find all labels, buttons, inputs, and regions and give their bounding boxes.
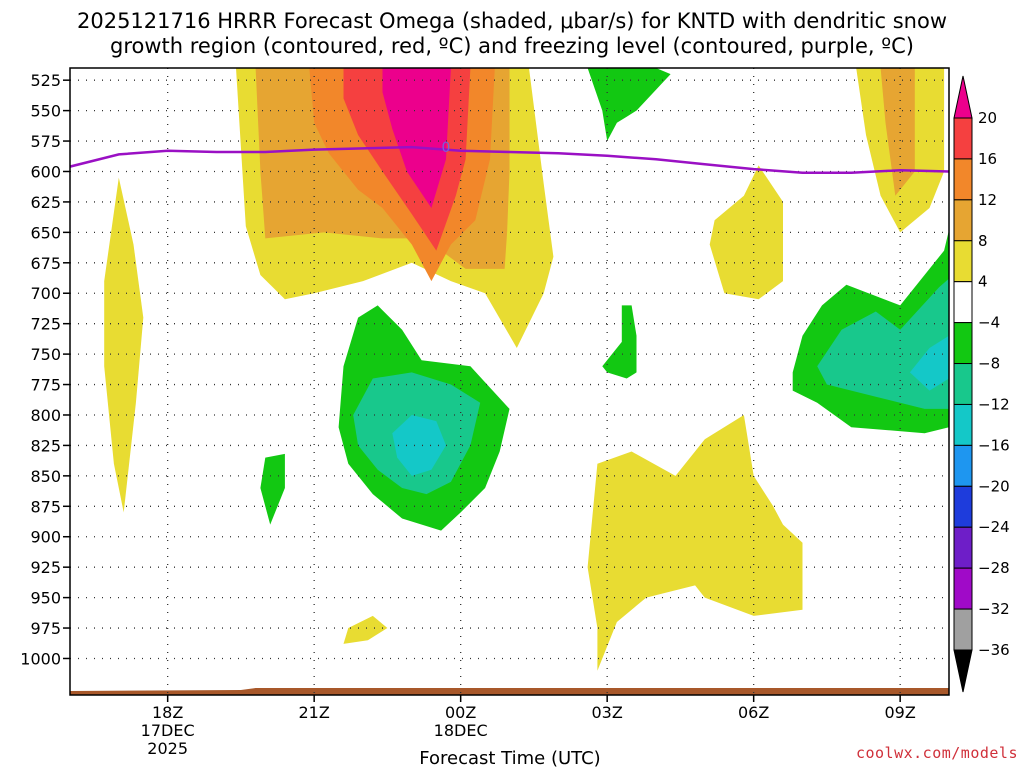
omega-region-0-5: [343, 615, 388, 644]
y-tick-label-13: 850: [30, 467, 61, 486]
colorbar-top-arrow: [953, 75, 973, 119]
y-tick-label-15: 900: [30, 528, 61, 547]
y-tick-label-2: 575: [30, 132, 61, 151]
colorbar-label-11: −28: [978, 559, 1010, 577]
freezing-level-line: [70, 145, 949, 174]
freezing-level: 0: [70, 140, 949, 174]
y-tick-label-19: 1000: [20, 649, 61, 668]
plot-frame: [69, 67, 950, 696]
colorbar: 20 16 12 8 4 −4 −8 −12 −16 −20 −24 −28 −32 −36: [953, 75, 1010, 693]
omega-region-7-1: [909, 335, 949, 391]
colorbar-label-2: 12: [978, 191, 997, 209]
colorbar-box-0: [953, 117, 973, 160]
x-tick-label-4-0: 06Z: [738, 703, 769, 722]
x-tick-label-3-0: 03Z: [592, 703, 623, 722]
omega-contours: [104, 68, 949, 671]
y-tick-label-17: 950: [30, 589, 61, 608]
omega-region-0-3: [709, 165, 783, 300]
y-tick-label-3: 600: [30, 162, 61, 181]
colorbar-label-5: −4: [978, 314, 1000, 332]
x-tick-label-2-1: 18DEC: [434, 721, 488, 740]
x-tick-label-0-0: 18Z: [152, 703, 183, 722]
y-tick-label-4: 625: [30, 193, 61, 212]
y-tick-label-9: 750: [30, 345, 61, 364]
colorbar-box-12: [953, 608, 973, 651]
chart-title-line2: growth region (contoured, red, ºC) and f…: [110, 34, 914, 58]
colorbar-box-10: [953, 526, 973, 569]
omega-region-5-3: [602, 305, 637, 379]
colorbar-box-4: [953, 281, 973, 324]
colorbar-bottom-arrow: [953, 649, 973, 693]
y-tick-label-11: 800: [30, 406, 61, 425]
freezing-level-label: 0: [442, 140, 451, 156]
x-tick-label-0-1: 17DEC: [141, 721, 195, 740]
y-tick-label-7: 700: [30, 284, 61, 303]
colorbar-box-9: [953, 485, 973, 528]
omega-region-0-2: [587, 415, 803, 671]
colorbar-label-4: 4: [978, 273, 988, 291]
colorbar-box-2: [953, 199, 973, 242]
colorbar-label-12: −32: [978, 600, 1010, 618]
colorbar-box-3: [953, 240, 973, 283]
omega-region-7-0: [392, 415, 446, 476]
colorbar-box-7: [953, 403, 973, 446]
colorbar-label-8: −16: [978, 436, 1010, 454]
omega-region-0-0: [104, 177, 144, 513]
colorbar-label-3: 8: [978, 232, 988, 250]
colorbar-label-9: −20: [978, 477, 1010, 495]
omega-region-4-0: [382, 68, 451, 208]
colorbar-label-1: 16: [978, 150, 997, 168]
y-tick-label-12: 825: [30, 436, 61, 455]
y-tick-label-16: 925: [30, 558, 61, 577]
y-tick-label-6: 675: [30, 254, 61, 273]
y-tick-label-18: 975: [30, 619, 61, 638]
colorbar-box-5: [953, 322, 973, 365]
y-tick-label-1: 550: [30, 102, 61, 121]
ground-fill: [70, 688, 949, 695]
colorbar-label-10: −24: [978, 518, 1010, 536]
y-axis: 525 550 575 600 625 650 675 700 725 750 775 800 825 8…: [20, 71, 70, 668]
credit-text: coolwx.com/models: [856, 744, 1018, 762]
omega-region-5-2: [260, 453, 285, 525]
y-tick-label-0: 525: [30, 71, 61, 90]
y-tick-label-8: 725: [30, 315, 61, 334]
colorbar-box-8: [953, 444, 973, 487]
colorbar-label-0: 20: [978, 109, 997, 127]
colorbar-label-13: −36: [978, 641, 1010, 659]
colorbar-box-11: [953, 567, 973, 610]
x-tick-label-0-2: 2025: [147, 739, 188, 758]
y-tick-label-10: 775: [30, 376, 61, 395]
colorbar-label-7: −12: [978, 395, 1010, 413]
x-tick-label-1-0: 21Z: [299, 703, 330, 722]
colorbar-box-6: [953, 363, 973, 405]
ground-strip: [70, 688, 949, 695]
y-tick-label-5: 650: [30, 223, 61, 242]
colorbar-box-1: [953, 158, 973, 201]
y-tick-label-14: 875: [30, 497, 61, 516]
omega-region-1-1: [880, 68, 915, 196]
x-tick-label-5-0: 09Z: [885, 703, 916, 722]
colorbar-label-6: −8: [978, 355, 1000, 373]
grid-lines: [70, 68, 949, 695]
x-tick-label-2-0: 00Z: [445, 703, 476, 722]
omega-region-5-0: [587, 68, 671, 141]
chart-title-line1: 2025121716 HRRR Forecast Omega (shaded, …: [77, 9, 947, 33]
x-axis-label: Forecast Time (UTC): [419, 748, 600, 768]
